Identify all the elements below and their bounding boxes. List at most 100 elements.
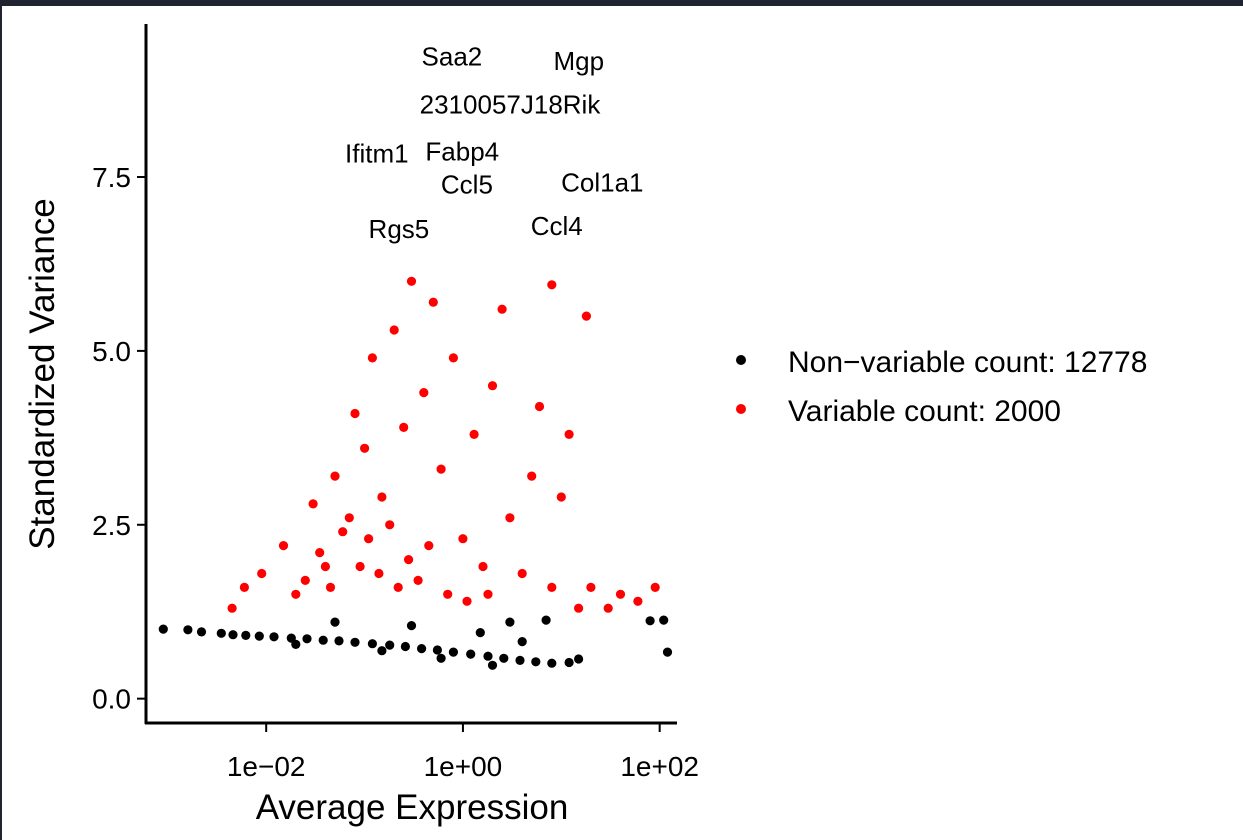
data-point-variable <box>436 464 446 474</box>
gene-label: Mgp <box>554 46 605 76</box>
x-tick-label: 1e+00 <box>424 751 503 782</box>
data-point-non-variable <box>662 647 673 657</box>
gene-label: Saa2 <box>422 42 483 72</box>
data-point-non-variable <box>406 621 417 631</box>
legend-marker-variable <box>736 404 746 414</box>
data-point-non-variable <box>334 636 344 646</box>
data-point-variable <box>350 408 360 419</box>
data-point-non-variable <box>216 628 226 638</box>
x-axis-title: Average Expression <box>256 788 569 827</box>
data-point-variable <box>239 582 249 593</box>
data-point-non-variable <box>436 653 446 663</box>
gene-label: Rgs5 <box>369 214 430 244</box>
data-point-variable <box>355 561 365 572</box>
data-point-variable <box>448 353 458 363</box>
data-point-variable <box>603 603 613 613</box>
scatter-chart: Average Expression Standardized Variance… <box>23 24 1147 827</box>
data-point-non-variable <box>318 635 328 645</box>
data-point-variable <box>278 541 289 551</box>
data-point-variable <box>547 280 557 290</box>
data-point-variable <box>308 499 318 509</box>
gene-label: Col1a1 <box>561 168 643 198</box>
gene-label: Fabp4 <box>425 136 499 166</box>
data-point-non-variable <box>350 637 360 647</box>
data-point-non-variable <box>367 639 377 649</box>
data-point-variable <box>534 401 545 412</box>
data-point-non-variable <box>385 640 395 650</box>
data-point-non-variable <box>432 645 442 655</box>
data-point-non-variable <box>659 615 669 625</box>
x-tick-label: 1e+02 <box>620 751 699 782</box>
data-point-variable <box>478 561 488 572</box>
y-tick-label: 7.5 <box>92 162 131 193</box>
data-point-variable <box>300 575 310 586</box>
gene-label: Ccl5 <box>441 169 493 199</box>
gene-label: Ccl4 <box>531 211 583 241</box>
data-point-variable <box>330 471 340 481</box>
data-point-variable <box>615 589 626 599</box>
data-point-non-variable <box>487 660 498 670</box>
data-point-variable <box>650 582 660 593</box>
data-point-non-variable <box>158 624 168 634</box>
data-point-non-variable <box>517 637 527 647</box>
gene-label: 2310057J18Rik <box>420 89 602 119</box>
data-point-variable <box>633 596 643 606</box>
y-tick-label: 5.0 <box>92 336 131 367</box>
data-point-variable <box>360 443 370 453</box>
data-point-variable <box>527 471 537 481</box>
data-point-variable <box>419 388 429 398</box>
data-point-variable <box>586 582 596 593</box>
data-point-non-variable <box>291 639 301 650</box>
data-point-variable <box>497 304 507 314</box>
data-point-non-variable <box>466 649 476 659</box>
data-point-variable <box>367 353 377 363</box>
data-point-variable <box>574 603 584 613</box>
data-point-non-variable <box>645 616 655 626</box>
data-point-non-variable <box>574 654 584 664</box>
data-point-non-variable <box>269 632 279 642</box>
data-point-variable <box>469 429 479 439</box>
data-point-variable <box>389 325 399 335</box>
data-point-non-variable <box>483 651 493 661</box>
data-point-variable <box>428 297 438 307</box>
y-tick-label: 2.5 <box>92 510 131 541</box>
data-point-variable <box>505 513 515 523</box>
data-point-non-variable <box>228 630 238 640</box>
data-point-non-variable <box>475 628 485 638</box>
data-point-variable <box>344 513 354 523</box>
legend: Non−variable count: 12778 Variable count… <box>736 346 1147 428</box>
data-point-non-variable <box>183 625 193 635</box>
data-point-non-variable <box>196 627 207 637</box>
x-tick-label: 1e−02 <box>227 751 306 782</box>
data-point-variable <box>291 589 301 599</box>
data-point-variable <box>377 492 387 502</box>
data-point-variable <box>393 582 403 593</box>
y-tick-label: 0.0 <box>92 684 131 715</box>
data-point-non-variable <box>254 631 264 641</box>
data-point-variable <box>581 311 592 321</box>
data-point-variable <box>556 492 566 502</box>
data-point-variable <box>399 422 409 432</box>
data-point-variable <box>227 603 237 613</box>
data-point-variable <box>458 534 468 544</box>
data-point-variable <box>517 568 527 579</box>
plot-panel: Average Expression Standardized Variance… <box>2 6 1243 840</box>
data-point-non-variable <box>241 630 251 641</box>
data-point-non-variable <box>505 617 515 627</box>
data-point-non-variable <box>531 657 541 667</box>
data-point-variable <box>257 568 267 579</box>
data-point-variable <box>406 276 417 286</box>
data-point-variable <box>487 381 498 391</box>
legend-marker-non-variable <box>736 355 746 365</box>
data-point-non-variable <box>302 634 312 644</box>
data-point-non-variable <box>400 641 410 652</box>
data-point-variable <box>374 568 384 579</box>
data-point-variable <box>364 534 374 544</box>
y-axis-title: Standardized Variance <box>23 198 62 550</box>
data-point-non-variable <box>417 644 427 654</box>
data-point-non-variable <box>448 647 458 657</box>
data-point-variable <box>404 555 414 565</box>
data-point-variable <box>547 582 557 593</box>
data-point-non-variable <box>541 615 551 625</box>
data-point-non-variable <box>547 658 557 668</box>
